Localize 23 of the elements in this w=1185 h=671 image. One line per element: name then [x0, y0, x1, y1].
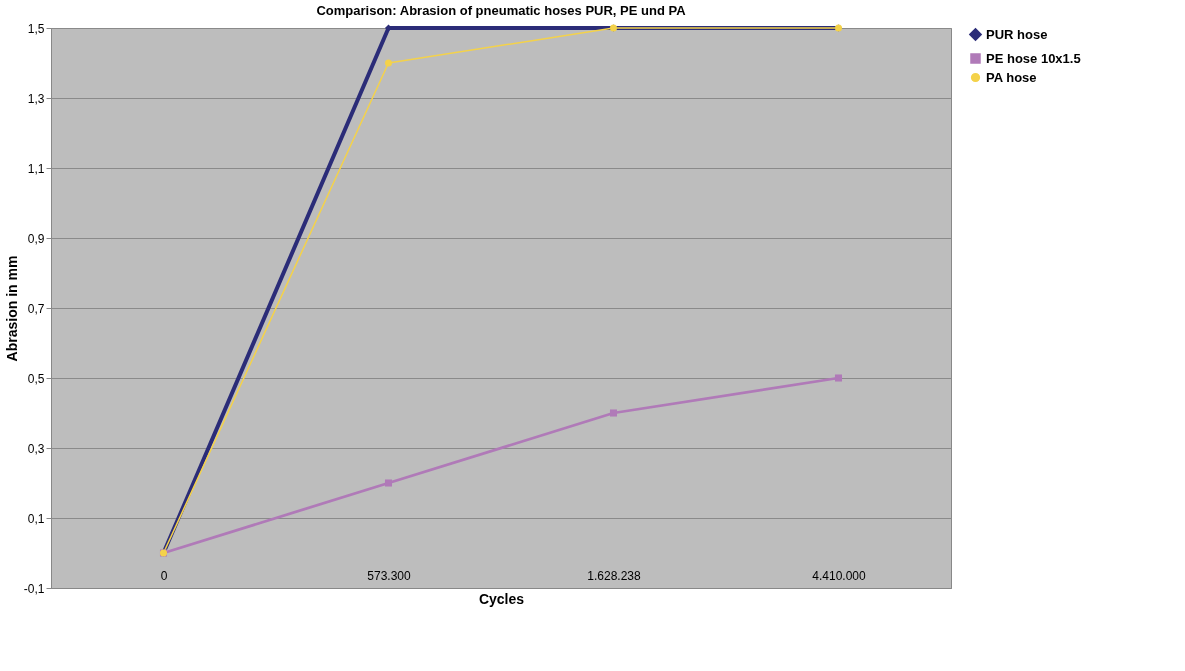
legend-label: PUR hose — [986, 26, 1048, 42]
point — [834, 374, 843, 382]
x-tick-label: 0 — [160, 568, 168, 583]
y-tick-label: 1,3 — [27, 91, 45, 106]
chart-title: Comparison: Abrasion of pneumatic hoses PUR, PE und PA — [316, 3, 687, 18]
y-tick-label: -0,1 — [23, 581, 45, 596]
y-tick-label: 0,7 — [27, 301, 45, 316]
y-tick-label: 0,9 — [27, 231, 45, 246]
x-tick-label: 4.410.000 — [812, 568, 867, 583]
x-tick-label: 1.628.238 — [587, 568, 642, 583]
x-tick-label: 573.300 — [367, 568, 412, 583]
y-tick-label: 0,3 — [27, 441, 45, 456]
y-tick-label: 1,5 — [27, 21, 45, 36]
y-tick-label: 0,5 — [27, 371, 45, 386]
point — [384, 59, 393, 67]
y-axis-title: Abrasion in mm — [3, 255, 20, 362]
y-tick-label: 1,1 — [27, 161, 45, 176]
x-axis-title: Cycles — [478, 590, 525, 607]
legend-label: PE hose 10x1.5 — [986, 50, 1081, 66]
legend-label: PA hose — [986, 69, 1037, 85]
y-tick-label: 0,1 — [27, 511, 45, 526]
point — [609, 409, 618, 417]
point — [384, 479, 393, 487]
